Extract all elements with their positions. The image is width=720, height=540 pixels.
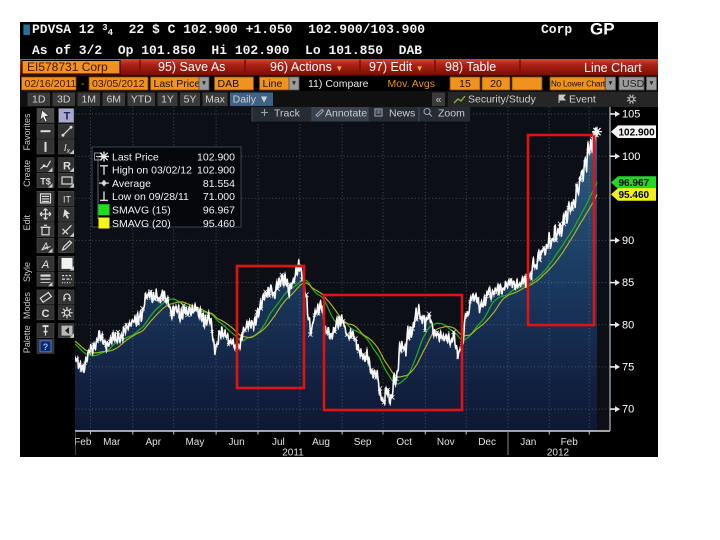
svg-text:11) Compare: 11) Compare	[308, 78, 369, 90]
svg-text:95.460: 95.460	[203, 218, 235, 230]
svg-text:3D: 3D	[57, 94, 71, 106]
svg-text:Palette: Palette	[22, 325, 32, 353]
svg-text:Zoom: Zoom	[438, 108, 465, 120]
svg-text:Jul: Jul	[272, 437, 285, 448]
svg-text:High on 03/02/12: High on 03/02/12	[112, 165, 192, 177]
svg-text:96) Actions ▼: 96) Actions ▼	[270, 60, 343, 74]
svg-text:A: A	[41, 259, 49, 271]
svg-text:▼: ▼	[291, 80, 297, 87]
svg-text:1Y: 1Y	[161, 94, 174, 106]
svg-text:May: May	[185, 437, 204, 448]
svg-text:5Y: 5Y	[184, 94, 197, 106]
svg-text:Jan: Jan	[520, 437, 536, 448]
svg-text:97) Edit ▼: 97) Edit ▼	[369, 60, 423, 74]
svg-text:20: 20	[490, 78, 502, 90]
svg-text:85: 85	[622, 277, 634, 289]
svg-text:102.900: 102.900	[197, 165, 235, 177]
svg-text:Apr: Apr	[146, 437, 162, 448]
svg-text:95.460: 95.460	[619, 190, 650, 201]
svg-text:100: 100	[622, 151, 640, 163]
svg-text:Favorites: Favorites	[22, 113, 32, 151]
svg-text:95) Save As: 95) Save As	[158, 60, 225, 74]
svg-text:IT: IT	[63, 194, 72, 204]
svg-text:6M: 6M	[106, 94, 121, 106]
svg-text:Jun: Jun	[229, 437, 245, 448]
svg-text:▼: ▼	[607, 80, 613, 87]
svg-text:Nov: Nov	[437, 437, 455, 448]
svg-text:Low on 09/28/11: Low on 09/28/11	[112, 191, 189, 203]
svg-text:Daily ▼: Daily ▼	[233, 94, 270, 106]
svg-text:1M: 1M	[81, 94, 96, 106]
svg-text:70: 70	[622, 404, 634, 416]
svg-text:Annotate: Annotate	[325, 108, 367, 120]
svg-text:96.967: 96.967	[203, 205, 235, 217]
svg-text:Feb: Feb	[561, 437, 579, 448]
svg-text:02/16/2011: 02/16/2011	[25, 78, 77, 90]
svg-text:▼: ▼	[648, 80, 654, 87]
svg-text:Corp: Corp	[541, 22, 572, 37]
svg-text:DAB: DAB	[218, 78, 240, 90]
svg-text:C: C	[42, 308, 50, 320]
svg-text:Ix: Ix	[64, 143, 71, 155]
svg-text:R: R	[63, 160, 71, 172]
svg-text:News: News	[389, 108, 415, 120]
svg-text:Oct: Oct	[396, 437, 412, 448]
svg-text:Line: Line	[263, 78, 283, 90]
svg-text:Sep: Sep	[354, 437, 372, 448]
svg-text:?: ?	[43, 342, 49, 352]
svg-text:Line Chart: Line Chart	[584, 61, 642, 75]
svg-text:Last Price: Last Price	[112, 151, 159, 163]
svg-text:-: -	[81, 78, 85, 90]
svg-text:Edit: Edit	[22, 214, 32, 230]
svg-text:No Lower Chart: No Lower Chart	[551, 80, 606, 89]
svg-text:71.000: 71.000	[203, 191, 235, 203]
svg-text:Mov. Avgs: Mov. Avgs	[388, 78, 435, 90]
svg-text:Average: Average	[112, 178, 151, 190]
svg-text:GP: GP	[590, 22, 615, 39]
svg-text:Last Price: Last Price	[154, 78, 201, 90]
svg-text:▼: ▼	[201, 80, 207, 87]
svg-text:YTD: YTD	[131, 94, 152, 106]
svg-text:2011: 2011	[282, 448, 304, 458]
svg-text:Dec: Dec	[478, 437, 496, 448]
svg-text:Aug: Aug	[312, 437, 330, 448]
svg-text:EI578731 Corp: EI578731 Corp	[27, 60, 108, 74]
svg-text:Event: Event	[569, 94, 596, 106]
svg-text:USD: USD	[622, 78, 645, 90]
svg-text:03/05/2012: 03/05/2012	[92, 78, 145, 90]
svg-text:A: A	[41, 242, 49, 253]
svg-text:2012: 2012	[547, 448, 570, 458]
svg-text:102.900: 102.900	[197, 151, 235, 163]
svg-text:102.900: 102.900	[619, 127, 656, 138]
svg-text:1D: 1D	[32, 94, 46, 106]
svg-text:Create: Create	[22, 160, 32, 187]
svg-text:Security/Study: Security/Study	[468, 94, 536, 106]
svg-text:T$: T$	[40, 177, 51, 187]
svg-text:Max: Max	[205, 94, 226, 106]
svg-text:105: 105	[622, 109, 640, 121]
svg-text:As of 3/2 Op 101.850 Hi 102.: As of 3/2 Op 101.850 Hi 102.900 Lo 101.8…	[32, 43, 422, 58]
svg-text:SMAVG (20): SMAVG (20)	[112, 218, 171, 230]
svg-text:90: 90	[622, 235, 634, 247]
svg-text:Style: Style	[22, 262, 32, 282]
svg-text:81.554: 81.554	[203, 178, 235, 190]
svg-text:98) Table: 98) Table	[445, 60, 496, 74]
svg-text:96.967: 96.967	[619, 178, 650, 189]
svg-text:80: 80	[622, 319, 634, 331]
svg-text:PDVSA 12 34 22 $ C 102.900 +1: PDVSA 12 34 22 $ C 102.900 +1.050 102.90…	[32, 22, 425, 38]
svg-text:Modes: Modes	[22, 292, 32, 320]
svg-text:Track: Track	[274, 108, 301, 120]
svg-text:T: T	[64, 111, 71, 123]
svg-text:Feb: Feb	[74, 437, 92, 448]
svg-text:75: 75	[622, 362, 634, 374]
svg-text:SMAVG (15): SMAVG (15)	[112, 205, 171, 217]
svg-text:«: «	[436, 94, 442, 106]
svg-text:15: 15	[459, 78, 471, 90]
svg-text:Mar: Mar	[103, 437, 121, 448]
